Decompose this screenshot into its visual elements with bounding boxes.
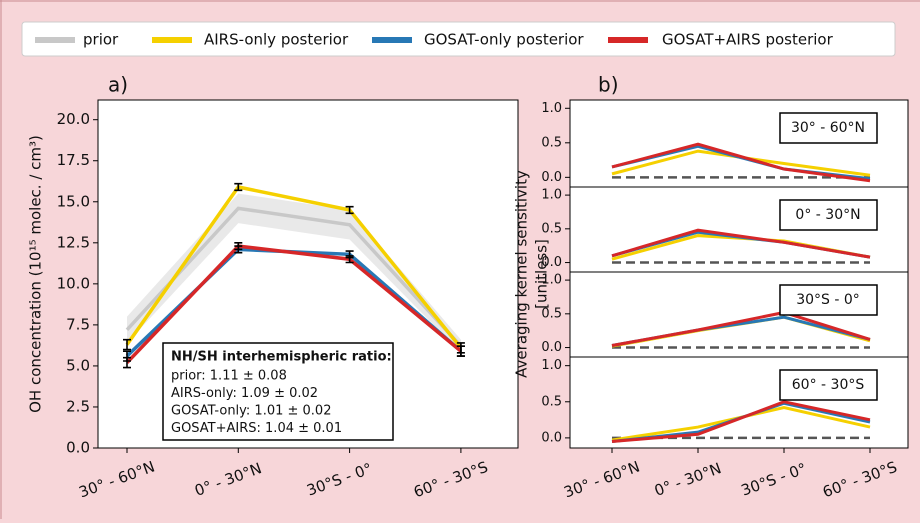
series-line (125, 185, 463, 349)
legend-label: prior (83, 31, 119, 49)
series-line (611, 228, 871, 259)
y-axis-label: Averaging kernel sensitivity (513, 170, 531, 378)
annotation-line: GOSAT+AIRS: 1.04 ± 0.01 (171, 421, 342, 436)
y-tick-label: 0.0 (66, 439, 90, 457)
subplot-title-box (779, 284, 878, 316)
y-tick-label: 0.0 (541, 430, 562, 445)
error-bar (234, 242, 243, 251)
subplot-title: 30° - 60°N (791, 120, 865, 136)
error-bar (345, 205, 354, 215)
y-tick-label: 17.5 (57, 151, 90, 169)
series-line (611, 142, 871, 183)
subplot-title-box (779, 199, 878, 231)
y-tick-label: 1.0 (541, 273, 562, 288)
annotation-line: prior: 1.11 ± 0.08 (171, 369, 287, 384)
y-tick-label: 0.5 (541, 135, 562, 150)
y-tick-label: 0.0 (541, 170, 562, 185)
error-bar (234, 182, 243, 192)
y-tick-label: 1.0 (541, 358, 562, 373)
y-tick-label: 1.0 (541, 188, 562, 203)
uncertainty-band (127, 193, 461, 353)
y-tick-label: 0.0 (541, 340, 562, 355)
y-tick-label: 7.5 (66, 315, 90, 333)
annotation-line: AIRS-only: 1.09 ± 0.02 (171, 386, 318, 401)
panel-label: b) (598, 73, 619, 97)
y-tick-label: 2.5 (66, 397, 90, 415)
y-tick-label: 1.0 (541, 101, 562, 116)
subplot-title-box (779, 112, 878, 144)
series-line (611, 310, 871, 348)
subplot-title: 0° - 30°N (795, 207, 860, 223)
y-tick-label: 15.0 (57, 192, 90, 210)
error-bar (345, 255, 354, 264)
y-tick-label: 0.5 (541, 221, 562, 236)
error-bar (456, 345, 465, 357)
y-tick-label: 0.0 (541, 255, 562, 270)
legend-label: GOSAT-only posterior (424, 31, 584, 49)
y-axis-label: OH concentration (10¹⁵ molec. / cm³) (27, 135, 45, 413)
error-bar (123, 338, 131, 351)
legend-label: AIRS-only posterior (204, 31, 349, 49)
panel-label: a) (108, 73, 128, 97)
subplot-title: 30°S - 0° (796, 292, 860, 308)
legend-label: GOSAT+AIRS posterior (662, 31, 834, 49)
y-tick-label: 12.5 (57, 233, 90, 251)
y-tick-label: 20.0 (57, 110, 90, 128)
series-line (611, 400, 871, 443)
error-bar (123, 356, 131, 369)
series-line (125, 244, 463, 364)
y-tick-label: 0.5 (541, 394, 562, 409)
annotation-line: GOSAT-only: 1.01 ± 0.02 (171, 404, 331, 419)
annotation-box (162, 342, 394, 441)
y-tick-label: 0.5 (541, 306, 562, 321)
y-tick-label: 5.0 (66, 356, 90, 374)
annotation-title: NH/SH interhemispheric ratio: (171, 350, 392, 365)
y-tick-label: 10.0 (57, 274, 90, 292)
subplot-title-box (779, 369, 878, 401)
legend-box (21, 21, 896, 57)
subplot-title: 60° - 30°S (792, 377, 865, 393)
y-axis-label: [unitless] (533, 239, 551, 309)
series-line (125, 206, 463, 348)
